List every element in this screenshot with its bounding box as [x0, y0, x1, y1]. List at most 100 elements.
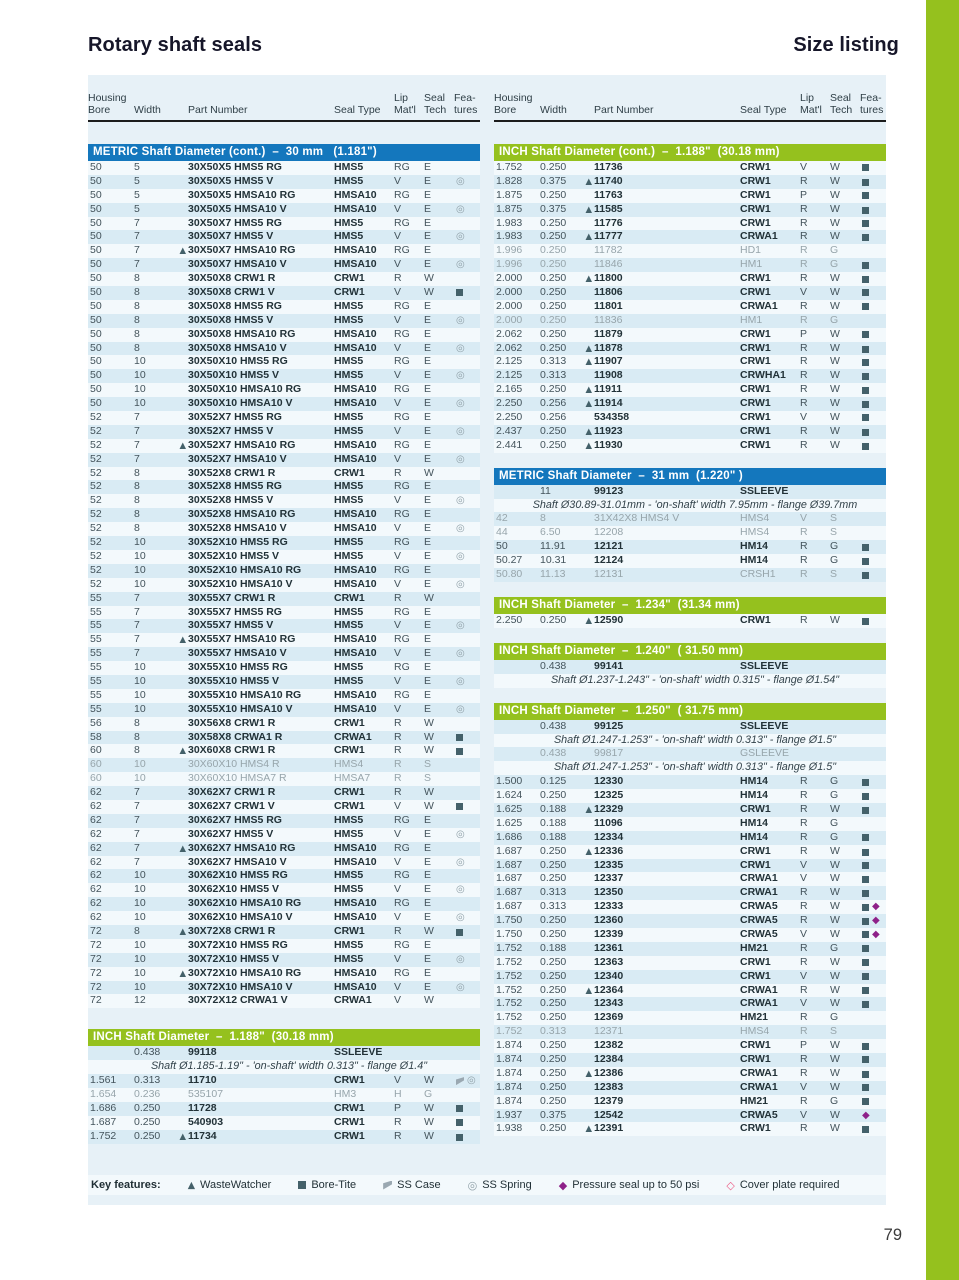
table-row: 52 8 30X52X8 CRW1 R CRW1 R W — [88, 466, 480, 481]
bore-tite-icon — [862, 848, 869, 856]
width-cell: 0.250 — [540, 230, 567, 243]
seal-tech-cell: E — [424, 605, 432, 618]
seal-tech-cell — [830, 660, 860, 674]
ss-spring-icon: ◎ — [456, 398, 465, 410]
bore-tite-icon — [456, 1119, 463, 1127]
ss-spring-icon: ◎ — [456, 675, 465, 687]
wastewatcher-icon: ▲ — [585, 985, 592, 996]
features-cell — [860, 189, 886, 203]
width-cell: 10 — [134, 911, 146, 924]
table-row: 50 7 ▲ 30X50X7 HMSA10 RG HMSA10 RG E — [88, 244, 480, 259]
features-cell: ◎ — [454, 453, 480, 467]
bore-cell: 62 — [90, 813, 102, 826]
table-row: 2.441 0.250 ▲ 11930 CRW1 R W — [494, 438, 886, 453]
table-row: 62 10 30X62X10 HMS5 RG HMS5 RG E — [88, 869, 480, 884]
wastewatcher-icon: ▲ — [187, 1179, 196, 1191]
part-number-cell: 11908 — [594, 369, 623, 382]
part-number-cell: 30X50X10 HMSA10 RG — [188, 383, 302, 396]
wastewatcher-marker-cell — [580, 258, 594, 272]
seal-type-cell: HMS5 — [334, 174, 364, 187]
seal-tech-cell: W — [424, 1074, 434, 1087]
bore-cell: 2.000 — [496, 286, 523, 299]
bore-tite-icon — [862, 1070, 869, 1078]
seal-type-cell: CRW1 — [334, 799, 365, 812]
table-row: 62 7 30X62X7 HMS5 RG HMS5 RG E — [88, 813, 480, 828]
wastewatcher-marker-cell — [580, 1053, 594, 1067]
bore-cell: 62 — [90, 911, 102, 924]
wastewatcher-icon: ▲ — [585, 615, 592, 626]
bore-tite-icon — [298, 1181, 307, 1189]
part-number-cell: 12330 — [594, 775, 624, 788]
bore-tite-icon — [862, 359, 869, 367]
lip-material-cell: R — [394, 591, 402, 604]
features-cell — [454, 606, 480, 620]
width-cell: 8 — [134, 716, 140, 729]
lip-material-cell: R — [800, 1122, 808, 1135]
seal-tech-cell: E — [424, 841, 432, 854]
lip-material-cell: R — [394, 1129, 402, 1142]
ss-spring-icon: ◎ — [456, 550, 465, 562]
features-cell: ◎ — [454, 883, 480, 897]
part-number-cell: 30X72X10 HMS5 V — [188, 952, 280, 965]
key-features-legend: Key features: ▲ WasteWatcher Bore-Tite SS C… — [88, 1175, 886, 1195]
width-cell: 7 — [134, 258, 140, 271]
bore-tite-icon — [862, 557, 869, 565]
sleeve-row: 0.438 99817 GSLEEVE — [494, 747, 886, 762]
seal-tech-cell: E — [424, 536, 432, 549]
shaft-note-row: Shaft Ø1.185-1.19" - 'on-shaft' width 0.… — [88, 1060, 480, 1075]
seal-tech-cell: W — [830, 202, 840, 215]
wastewatcher-marker-cell: ▲ — [580, 614, 594, 629]
seal-type-cell: HMS5 — [334, 480, 364, 493]
lip-material-cell: RG — [394, 161, 410, 173]
seal-tech-cell: W — [830, 286, 840, 299]
seal-tech-cell: E — [424, 980, 432, 993]
seal-tech-cell — [830, 485, 860, 499]
bore-cell: 1.752 — [496, 941, 523, 954]
bore-cell: 52 — [90, 438, 102, 451]
lip-material-cell: R — [800, 775, 808, 788]
wastewatcher-icon: ▲ — [179, 440, 186, 451]
table-row: 1.686 0.188 12334 HM14 R G — [494, 830, 886, 845]
width-cell: 0.236 — [134, 1088, 161, 1100]
bore-cell: 72 — [90, 994, 102, 1007]
part-number-cell: 12333 — [594, 900, 624, 913]
width-cell: 0.250 — [540, 997, 567, 1010]
seal-tech-cell: W — [830, 858, 840, 871]
bore-cell: 62 — [90, 786, 102, 799]
bore-cell: 1.750 — [496, 927, 523, 940]
seal-tech-cell: E — [424, 327, 432, 340]
wastewatcher-marker-cell — [580, 161, 594, 175]
wastewatcher-marker-cell — [174, 1088, 188, 1102]
seal-type-cell: CRWHA1 — [740, 369, 786, 382]
seal-tech-cell: W — [830, 872, 840, 885]
bore-tite-icon — [862, 1126, 869, 1134]
section-gap — [88, 1008, 480, 1029]
header-rule — [88, 120, 480, 122]
bore-cell — [494, 720, 540, 734]
width-cell: 8 — [134, 313, 140, 326]
seal-tech-cell: E — [424, 299, 432, 312]
seal-type-cell: CRW1 — [740, 355, 771, 368]
table-column-right: INCH Shaft Diameter (cont.) – 1.188" (30… — [494, 144, 886, 1137]
lip-material-cell: P — [800, 1039, 808, 1052]
part-number-cell: 12386 — [594, 1066, 624, 1079]
seal-tech-cell: W — [830, 188, 840, 201]
bore-cell: 1.500 — [496, 775, 523, 788]
width-cell: 0.250 — [540, 1080, 567, 1093]
features-cell — [454, 564, 480, 578]
bore-cell: 1.750 — [496, 914, 523, 927]
part-number-cell: 12361 — [594, 941, 624, 954]
table-row: 50 8 30X50X8 CRW1 R CRW1 R W — [88, 272, 480, 287]
features-cell: ◆ — [860, 1109, 886, 1123]
bore-cell: 55 — [90, 633, 102, 646]
seal-type-cell: HMS4 — [740, 512, 770, 525]
legend-item: ▲ WasteWatcher — [188, 1179, 272, 1191]
seal-type-cell: CRWA5 — [740, 914, 778, 927]
bore-tite-icon — [862, 414, 869, 422]
width-cell: 8 — [134, 286, 140, 299]
lip-material-cell: V — [394, 341, 402, 354]
part-number-cell: 30X52X8 HMSA10 V — [188, 522, 287, 535]
seal-tech-cell: S — [830, 526, 838, 539]
seal-type-cell: HM3 — [334, 1088, 357, 1100]
lip-material-cell — [800, 720, 830, 734]
